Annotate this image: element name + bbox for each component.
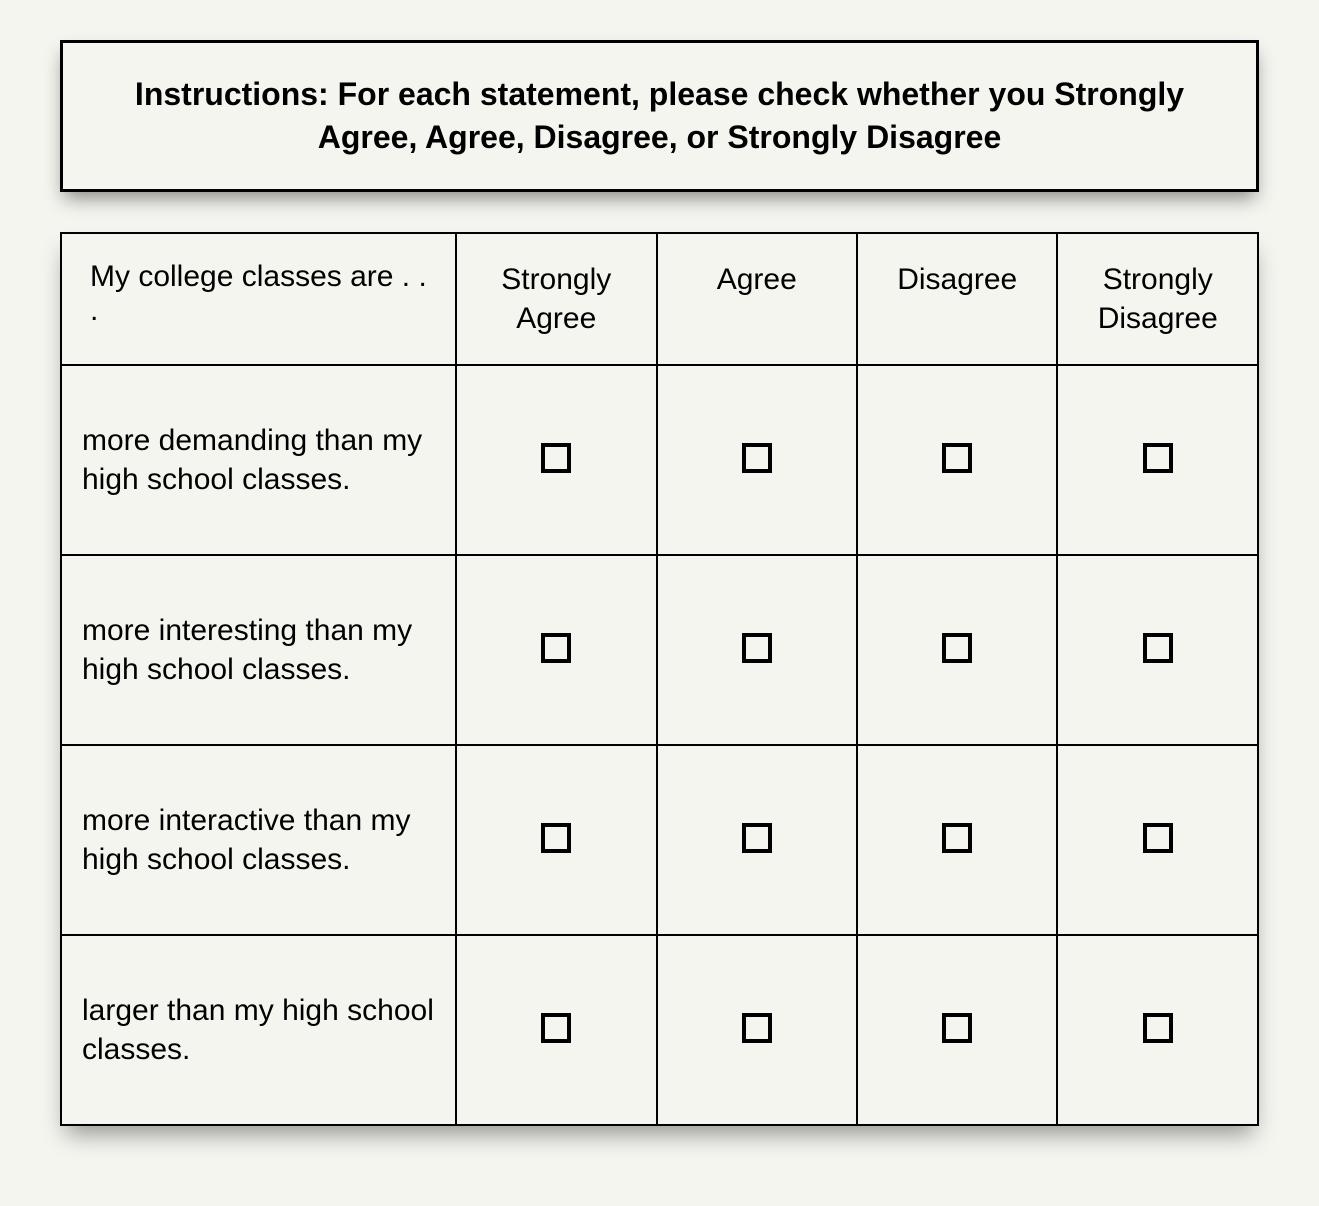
checkbox-icon [1143, 823, 1173, 853]
checkbox-icon [541, 443, 571, 473]
checkbox-icon [541, 633, 571, 663]
checkbox-icon [541, 823, 571, 853]
checkbox-icon [742, 443, 772, 473]
statement-cell: more interactive than my high school cla… [61, 745, 456, 935]
instructions-text: Instructions: For each statement, please… [123, 73, 1196, 159]
table-header-row: My college classes are . . . Strongly Ag… [61, 233, 1258, 365]
checkbox-icon [1143, 1013, 1173, 1043]
checkbox-cell[interactable] [1057, 745, 1258, 935]
checkbox-icon [942, 823, 972, 853]
table-row: larger than my high school classes. [61, 935, 1258, 1125]
checkbox-cell[interactable] [857, 555, 1057, 745]
checkbox-cell[interactable] [1057, 935, 1258, 1125]
checkbox-icon [742, 823, 772, 853]
checkbox-icon [1143, 633, 1173, 663]
checkbox-cell[interactable] [657, 745, 857, 935]
statement-cell: more interesting than my high school cla… [61, 555, 456, 745]
prompt-header: My college classes are . . . [61, 233, 456, 365]
statement-cell: more demanding than my high school class… [61, 365, 456, 555]
checkbox-cell[interactable] [456, 745, 656, 935]
checkbox-icon [742, 1013, 772, 1043]
checkbox-cell[interactable] [657, 935, 857, 1125]
column-header-disagree: Disagree [857, 233, 1057, 365]
column-header-strongly-agree: Strongly Agree [456, 233, 656, 365]
checkbox-icon [1143, 443, 1173, 473]
column-header-strongly-disagree: Strongly Disagree [1057, 233, 1258, 365]
checkbox-cell[interactable] [456, 365, 656, 555]
checkbox-icon [742, 633, 772, 663]
checkbox-cell[interactable] [857, 745, 1057, 935]
checkbox-icon [942, 1013, 972, 1043]
checkbox-icon [942, 633, 972, 663]
checkbox-cell[interactable] [456, 935, 656, 1125]
checkbox-cell[interactable] [857, 365, 1057, 555]
checkbox-cell[interactable] [1057, 555, 1258, 745]
table-row: more interesting than my high school cla… [61, 555, 1258, 745]
checkbox-cell[interactable] [857, 935, 1057, 1125]
column-header-agree: Agree [657, 233, 857, 365]
checkbox-icon [541, 1013, 571, 1043]
statement-cell: larger than my high school classes. [61, 935, 456, 1125]
checkbox-cell[interactable] [657, 365, 857, 555]
instructions-box: Instructions: For each statement, please… [60, 40, 1259, 192]
checkbox-cell[interactable] [1057, 365, 1258, 555]
checkbox-cell[interactable] [456, 555, 656, 745]
checkbox-cell[interactable] [657, 555, 857, 745]
survey-table: My college classes are . . . Strongly Ag… [60, 232, 1259, 1126]
table-row: more interactive than my high school cla… [61, 745, 1258, 935]
table-row: more demanding than my high school class… [61, 365, 1258, 555]
checkbox-icon [942, 443, 972, 473]
